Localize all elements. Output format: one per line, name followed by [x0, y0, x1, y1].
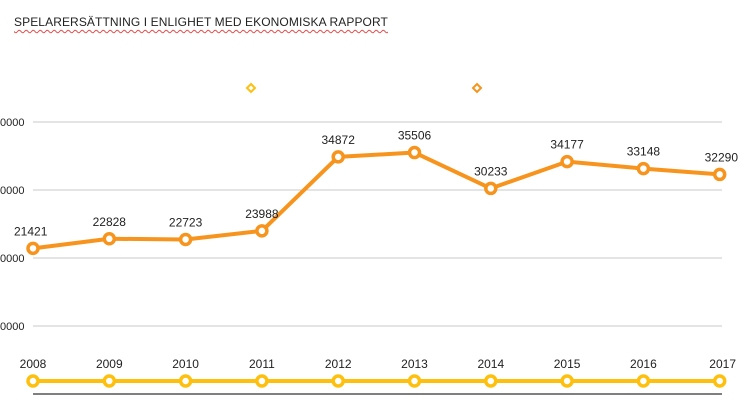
data-label: 21421 [14, 224, 48, 238]
x-tick-label: 2010 [172, 357, 199, 371]
gridlines [33, 121, 722, 327]
data-point [407, 145, 422, 160]
series-line [32, 150, 720, 251]
data-point [331, 150, 345, 164]
y-tick-label: 0000 [0, 117, 24, 129]
data-point [331, 374, 345, 388]
legend-marker [471, 82, 483, 94]
data-label: 22828 [93, 215, 127, 229]
data-labels: 21421 22828 22723 23988 34872 35506 30233 34177… [14, 129, 738, 239]
data-point [26, 241, 40, 256]
data-label: 23988 [245, 207, 279, 221]
data-point [712, 167, 727, 182]
x-tick-label: 2012 [325, 357, 352, 371]
data-point [407, 374, 422, 388]
data-label: 34872 [322, 133, 356, 147]
chart-title: SPELARERSÄTTNING I ENLIGHET MED EKONOMIS… [14, 15, 388, 29]
x-tick-label: 2013 [401, 357, 428, 371]
y-tick-label: 0000 [0, 185, 24, 197]
data-point [255, 374, 269, 388]
data-point [178, 374, 193, 388]
data-point [636, 374, 651, 388]
data-label: 33148 [627, 145, 661, 159]
x-tick-label: 2009 [96, 357, 123, 371]
x-axis: 2008 2009 2010 2011 2012 2013 2014 2015 2016 2017 [20, 357, 736, 395]
data-point [102, 374, 117, 388]
data-point [712, 374, 727, 388]
y-tick-label: 0000 [0, 253, 24, 265]
y-tick-label: 0000 [0, 321, 24, 333]
data-point [484, 181, 498, 196]
data-label: 30233 [474, 164, 508, 178]
data-point [26, 374, 40, 388]
x-tick-label: 2017 [709, 357, 736, 371]
data-label: 34177 [550, 138, 584, 152]
x-tick-label: 2014 [477, 357, 504, 371]
x-tick-label: 2015 [554, 357, 581, 371]
data-point [102, 232, 117, 246]
series-layer [26, 145, 727, 388]
data-label: 32290 [705, 150, 739, 164]
data-point [560, 154, 574, 169]
data-label: 35506 [398, 129, 432, 143]
data-point [560, 374, 574, 388]
y-axis: 0000 0000 0000 0000 [0, 117, 24, 333]
data-point [255, 224, 269, 238]
x-tick-label: 2011 [249, 357, 275, 371]
data-point [484, 374, 498, 388]
legend [245, 82, 483, 94]
data-label: 22723 [169, 215, 203, 229]
data-point [178, 232, 193, 247]
data-point [636, 161, 651, 176]
x-tick-label: 2008 [20, 357, 47, 371]
x-tick-label: 2016 [630, 357, 657, 371]
legend-marker [245, 82, 257, 94]
